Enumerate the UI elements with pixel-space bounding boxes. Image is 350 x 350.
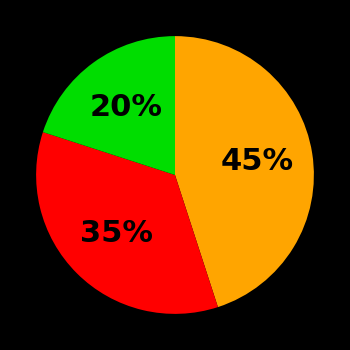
Wedge shape [175, 36, 314, 307]
Text: 45%: 45% [221, 147, 294, 176]
Wedge shape [36, 132, 218, 314]
Text: 35%: 35% [79, 219, 153, 248]
Wedge shape [43, 36, 175, 175]
Text: 20%: 20% [90, 93, 162, 122]
